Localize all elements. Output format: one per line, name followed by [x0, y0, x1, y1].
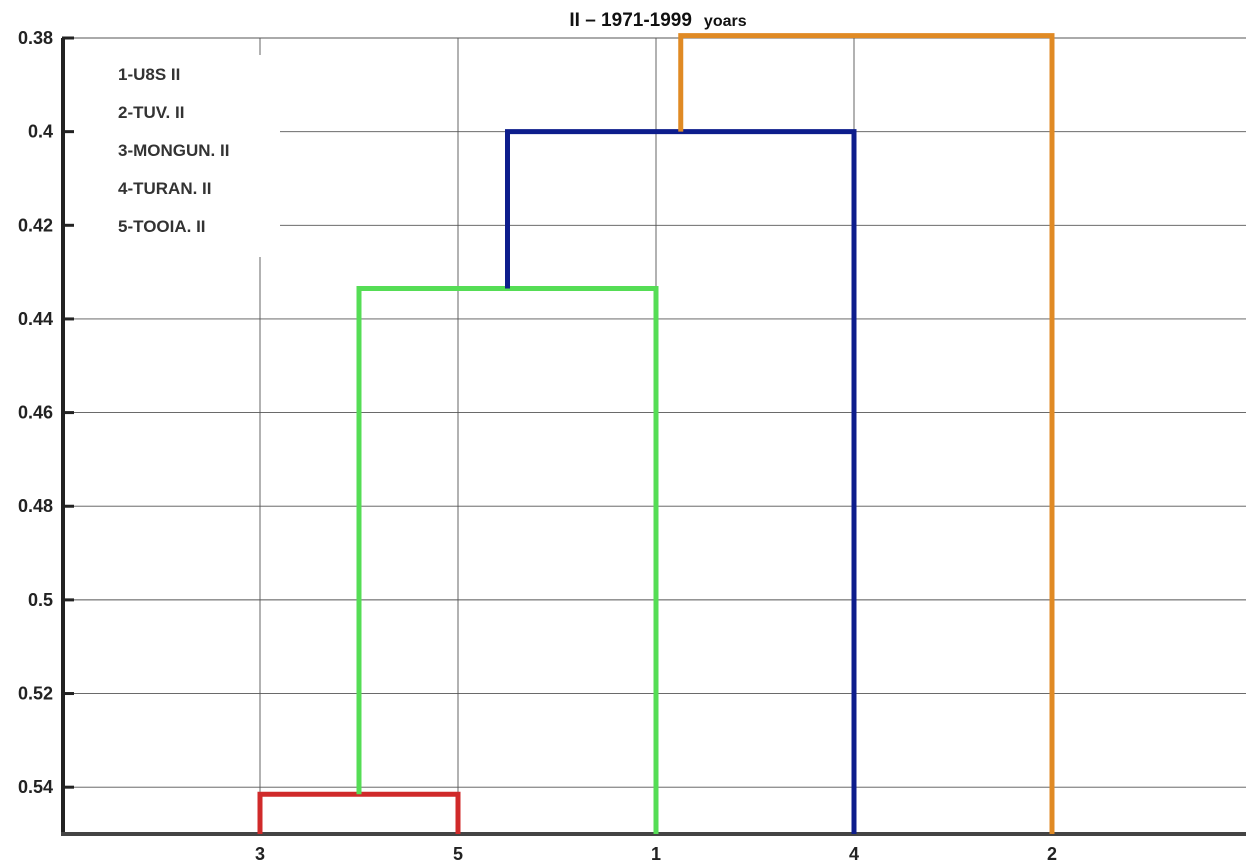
legend: 1-U8S II 2-TUV. II 3-MONGUN. II 4-TURAN. II… [118, 65, 229, 236]
y-tick-label: 0.52 [18, 684, 53, 704]
legend-entry: 2-TUV. II [118, 103, 184, 122]
y-tick-label: 0.48 [18, 496, 53, 516]
y-tick-label: 0.54 [18, 777, 53, 797]
y-tick-label: 0.38 [18, 28, 53, 48]
chart-title: II – 1971-1999 yoars [569, 10, 746, 31]
x-tick-label: 2 [1047, 844, 1057, 864]
dendrogram-link-3_5-1 [356, 286, 659, 834]
legend-background [66, 55, 280, 257]
legend-entry: 1-U8S II [118, 65, 180, 84]
legend-entry: 4-TURAN. II [118, 179, 212, 198]
dendrogram-link-3_5_1_4-2 [678, 33, 1055, 834]
dendrogram-links [257, 33, 1055, 834]
x-tick-label: 3 [255, 844, 265, 864]
legend-entry: 5-TOOIA. II [118, 217, 206, 236]
y-tick-label: 0.46 [18, 403, 53, 423]
dendrogram-link-3_5_1-4 [505, 129, 857, 834]
x-tick-label: 5 [453, 844, 463, 864]
y-tick-label: 0.5 [28, 590, 53, 610]
y-tick-label: 0.44 [18, 309, 53, 329]
dendrogram-link-3-5 [257, 791, 461, 834]
y-tick-label: 0.42 [18, 215, 53, 235]
y-tick-label: 0.4 [28, 122, 53, 142]
x-tick-label: 4 [849, 844, 859, 864]
x-tick-label: 1 [651, 844, 661, 864]
tick-labels: 0.38 0.4 0.42 0.44 0.46 0.48 0.5 0.52 0.54 3 5 1 4 2 [18, 28, 1057, 864]
legend-entry: 3-MONGUN. II [118, 141, 229, 160]
